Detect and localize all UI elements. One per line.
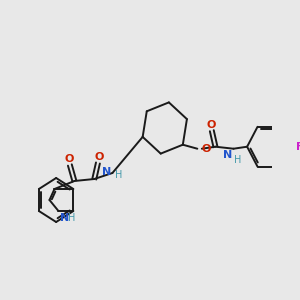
Text: H: H bbox=[115, 170, 122, 180]
Text: O: O bbox=[202, 144, 211, 154]
Text: O: O bbox=[64, 154, 74, 164]
Text: F: F bbox=[296, 142, 300, 152]
Text: N: N bbox=[102, 167, 112, 177]
Text: O: O bbox=[94, 152, 104, 162]
Text: H: H bbox=[68, 213, 75, 223]
Text: O: O bbox=[206, 120, 216, 130]
Text: N: N bbox=[224, 150, 232, 160]
Text: H: H bbox=[234, 155, 242, 165]
Text: N: N bbox=[60, 213, 70, 223]
